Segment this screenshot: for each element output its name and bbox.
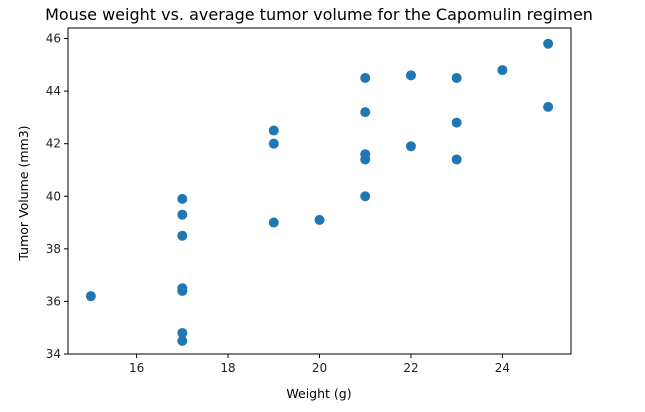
data-point [177,327,188,338]
data-point [543,38,554,49]
data-point [177,193,188,204]
data-point [405,141,416,152]
x-tick-label: 18 [220,361,235,375]
data-point [451,154,462,165]
data-point [314,214,325,225]
y-tick-label: 40 [46,189,61,203]
data-point [360,191,371,202]
x-axis-label: Weight (g) [286,386,351,401]
y-tick-label: 34 [46,347,61,361]
data-point [268,138,279,149]
x-tick-label: 16 [129,361,144,375]
y-tick-label: 46 [46,32,61,46]
data-point [85,291,96,302]
data-point [177,209,188,220]
plot-area: 16 18 20 22 24 34 36 38 40 42 44 46 [46,27,572,375]
data-point [405,70,416,81]
data-point [543,101,554,112]
x-tick-label: 20 [312,361,327,375]
chart-title: Mouse weight vs. average tumor volume fo… [45,5,593,24]
x-tick-label: 22 [403,361,418,375]
data-point [268,217,279,228]
data-point [451,117,462,128]
y-tick-label: 38 [46,242,61,256]
y-tick-label: 36 [46,294,61,308]
data-point [497,65,508,76]
data-point [177,285,188,296]
y-axis-label: Tumor Volume (mm3) [16,125,31,261]
x-tick-label: 24 [495,361,510,375]
y-tick-label: 44 [46,84,61,98]
plot-frame [67,27,572,355]
y-tick-label: 42 [46,137,61,151]
data-point [177,230,188,241]
data-point [360,72,371,83]
data-point [360,154,371,165]
data-point [360,107,371,118]
data-point [268,125,279,136]
data-point [451,72,462,83]
data-point [177,335,188,346]
